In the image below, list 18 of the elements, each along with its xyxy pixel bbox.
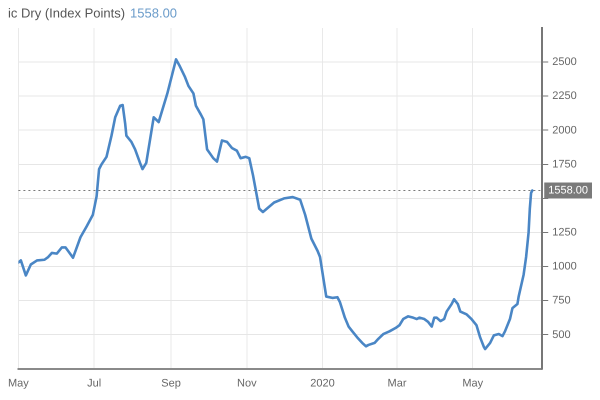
y-tick-label: 500 (552, 328, 571, 341)
x-tick-label: 2020 (310, 377, 335, 390)
y-tick-label: 1750 (552, 158, 577, 170)
y-tick-label: 2000 (552, 124, 577, 136)
y-tick-label: 1000 (552, 260, 577, 273)
x-tick-label: Mar (388, 377, 407, 390)
x-tick-label: Sep (161, 377, 181, 390)
ref-line-label: 1558.00 (548, 184, 588, 197)
x-tick-label: Jul (87, 377, 102, 390)
chart-subtitle: 1558.00 (130, 6, 178, 21)
x-tick-label: Nov (237, 377, 258, 390)
chart-title: ic Dry (Index Points) (8, 6, 126, 21)
y-tick-label: 2500 (552, 56, 577, 68)
y-tick-label: 750 (552, 294, 571, 307)
x-tick-label: May (8, 377, 30, 390)
y-tick-label: 2250 (552, 90, 577, 102)
x-tick-label: May (462, 377, 484, 390)
y-tick-label: 1250 (552, 226, 577, 239)
